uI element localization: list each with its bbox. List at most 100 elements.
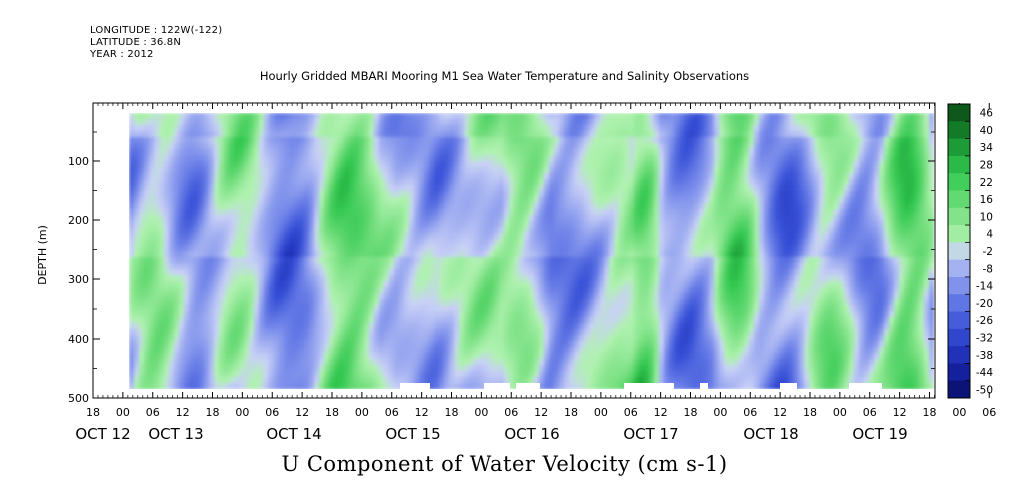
heatmap-cell [364,299,370,306]
heatmap-cell [544,311,550,318]
heatmap-cell [239,185,245,192]
heatmap-cell [524,155,530,162]
heatmap-cell [159,197,165,204]
heatmap-cell [509,245,515,252]
heatmap-cell [444,251,450,258]
heatmap-cell [374,287,380,294]
heatmap-cell [369,161,375,168]
heatmap-cell [204,269,210,276]
heatmap-cell [314,233,320,240]
heatmap-cell [359,275,365,282]
heatmap-cell [234,251,240,258]
heatmap-cell [554,179,560,186]
heatmap-cell [324,137,330,144]
heatmap-cell [459,137,465,144]
heatmap-cell [654,167,660,174]
heatmap-cell [609,167,615,174]
heatmap-cell [284,197,290,204]
heatmap-cell [414,221,420,228]
heatmap-cell [604,137,610,144]
heatmap-cell [344,305,350,312]
heatmap-cell [189,173,195,180]
heatmap-cell [354,305,360,312]
heatmap-cell [249,317,255,324]
heatmap-cell [304,191,310,198]
heatmap-cell [249,215,255,222]
heatmap-cell [254,299,260,306]
heatmap-cell [359,347,365,354]
heatmap-cell [139,341,145,348]
heatmap-cell [639,149,645,156]
heatmap-cell [254,161,260,168]
heatmap-cell [559,371,565,378]
heatmap-cell [419,263,425,270]
heatmap-cell [589,251,595,258]
heatmap-cell [204,161,210,168]
heatmap-cell [519,119,525,126]
heatmap-cell [504,227,510,234]
heatmap-cell [669,257,675,264]
heatmap-cell [424,215,430,222]
heatmap-cell [534,197,540,204]
heatmap-cell [289,317,295,324]
heatmap-cell [454,317,460,324]
heatmap-cell [144,161,150,168]
heatmap-cell [249,353,255,360]
heatmap-cell [569,347,575,354]
heatmap-cell [239,179,245,186]
heatmap-cell [179,131,185,138]
heatmap-cell [579,167,585,174]
heatmap-cell [559,203,565,210]
heatmap-cell [614,119,620,126]
heatmap-cell [594,119,600,126]
heatmap-cell [199,149,205,156]
heatmap-cell [149,137,155,144]
heatmap-cell [179,245,185,252]
heatmap-cell [314,155,320,162]
heatmap-cell [459,293,465,300]
heatmap-cell [474,317,480,324]
heatmap-cell [534,299,540,306]
heatmap-cell [479,113,485,120]
heatmap-cell [504,209,510,216]
heatmap-cell [549,305,555,312]
heatmap-cell [154,377,160,384]
heatmap-cell [619,335,625,342]
heatmap-cell [659,281,665,288]
heatmap-cell [384,119,390,126]
heatmap-cell [144,335,150,342]
heatmap-cell [204,365,210,372]
heatmap-cell [629,365,635,372]
heatmap-cell [624,227,630,234]
heatmap-cell [659,131,665,138]
heatmap-cell [414,155,420,162]
heatmap-cell [539,287,545,294]
heatmap-cell [519,275,525,282]
heatmap-cell [334,275,340,282]
heatmap-cell [159,293,165,300]
heatmap-cell [649,365,655,372]
heatmap-cell [209,137,215,144]
heatmap-cell [169,125,175,132]
heatmap-cell [309,317,315,324]
heatmap-cell [349,353,355,360]
heatmap-cell [524,275,530,282]
heatmap-cell [214,239,220,246]
heatmap-cell [234,239,240,246]
heatmap-cell [149,191,155,198]
heatmap-cell [374,365,380,372]
heatmap-cell [239,233,245,240]
heatmap-cell [449,113,455,120]
heatmap-cell [299,209,305,216]
heatmap-cell [184,185,190,192]
heatmap-cell [554,233,560,240]
heatmap-cell [609,269,615,276]
heatmap-cell [504,203,510,210]
heatmap-cell [419,185,425,192]
heatmap-cell [264,221,270,228]
heatmap-cell [424,227,430,234]
heatmap-cell [419,143,425,150]
heatmap-cell [404,137,410,144]
heatmap-cell [449,329,455,336]
heatmap-cell [624,335,630,342]
